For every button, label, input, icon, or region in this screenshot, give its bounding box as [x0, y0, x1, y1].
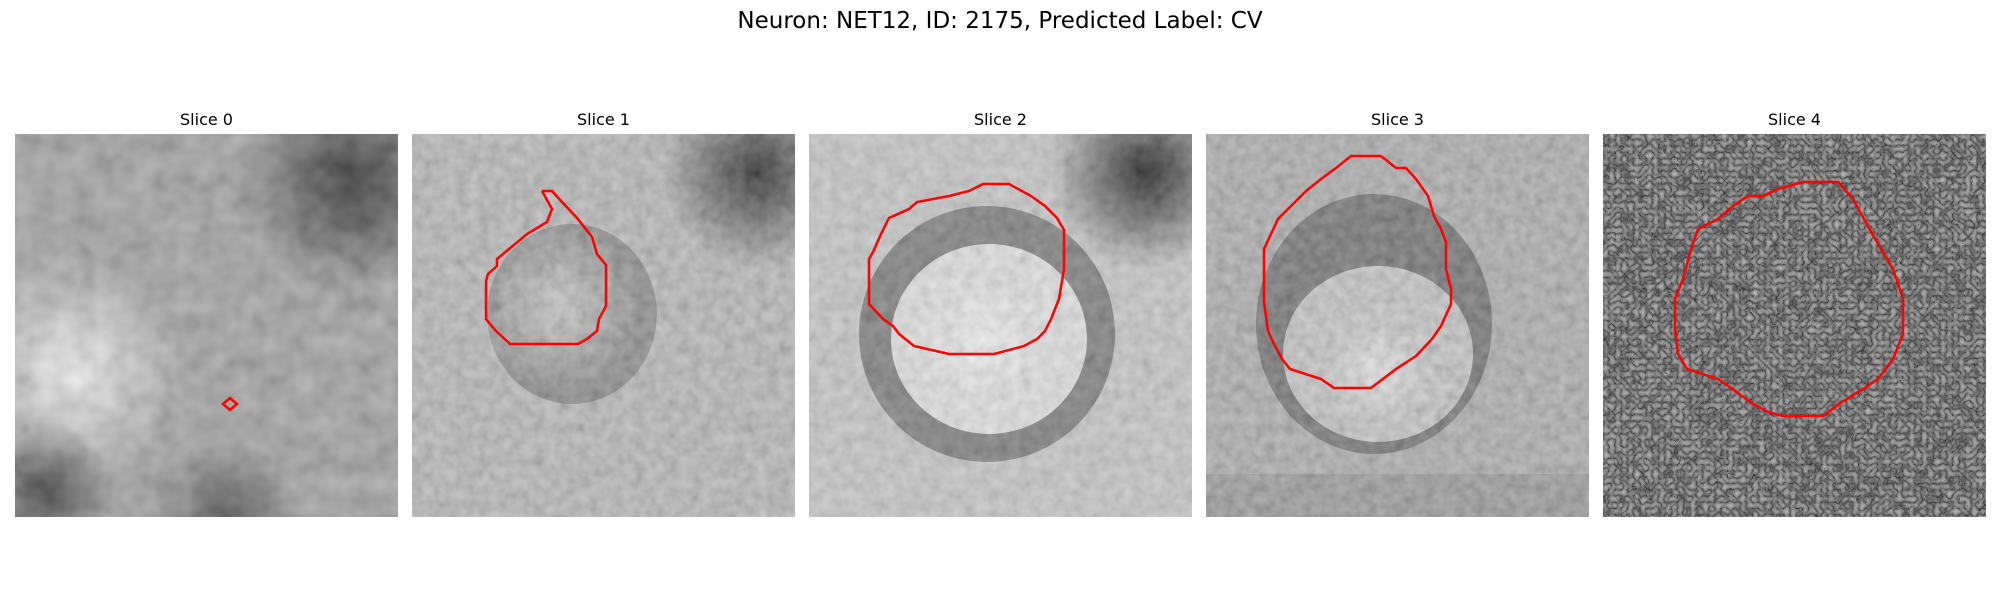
slice-panel-1: Slice 1 [412, 110, 795, 520]
slice-image-svg [412, 134, 795, 517]
roi-outline [484, 189, 608, 346]
slice-image-svg [1206, 134, 1589, 517]
slice-title: Slice 4 [1768, 110, 1821, 129]
slice-image-svg [15, 134, 398, 517]
slice-title: Slice 1 [577, 110, 630, 129]
slice-panel-0: Slice 0 [15, 110, 398, 520]
roi-outline [1262, 154, 1453, 390]
slice-title: Slice 2 [974, 110, 1027, 129]
slice-title: Slice 3 [1371, 110, 1424, 129]
slice-image [15, 134, 398, 517]
slice-panel-4: Slice 4 [1603, 110, 1986, 520]
roi-outline [221, 396, 239, 412]
roi-outline [1673, 180, 1905, 418]
slice-title: Slice 0 [180, 110, 233, 129]
roi-outline [867, 182, 1066, 356]
slice-panel-3: Slice 3 [1206, 110, 1589, 520]
slice-image-svg [809, 134, 1192, 517]
slice-image [412, 134, 795, 517]
slice-image-svg [1603, 134, 1986, 517]
slice-panel-2: Slice 2 [809, 110, 1192, 520]
slice-image [1603, 134, 1986, 517]
slice-image [809, 134, 1192, 517]
slice-image [1206, 134, 1589, 517]
figure-title: Neuron: NET12, ID: 2175, Predicted Label… [737, 8, 1263, 34]
